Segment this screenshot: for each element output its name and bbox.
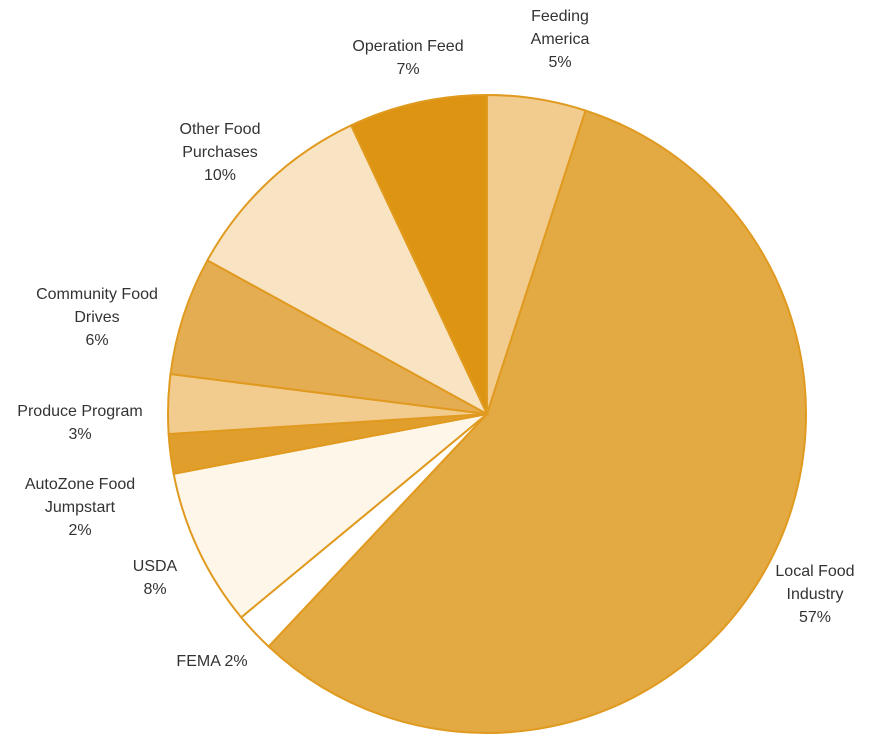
value-label: 6% <box>85 332 109 349</box>
slice-label: Local Food Industry 57% <box>765 560 865 629</box>
value-label: 8% <box>143 581 167 598</box>
value-label: 7% <box>396 61 420 78</box>
value-label: 2% <box>224 653 248 670</box>
slice-label: Community Food Drives 6% <box>27 283 167 352</box>
slice-label: FEMA 2% <box>152 650 272 673</box>
category-name: Local Food Industry <box>775 563 855 603</box>
category-name: Other Food Purchases <box>179 121 261 161</box>
slice-label: Produce Program 3% <box>0 400 163 446</box>
category-name: AutoZone Food Jumpstart <box>24 476 136 516</box>
slice-label: USDA 8% <box>125 555 185 601</box>
pie-slice <box>349 93 488 415</box>
category-name: Feeding America <box>530 8 590 48</box>
slice-label: Other Food Purchases 10% <box>165 118 275 187</box>
category-name: FEMA <box>176 653 220 670</box>
slice-label: Feeding America 5% <box>515 5 605 74</box>
pie-slice <box>169 258 488 415</box>
slice-label: AutoZone Food Jumpstart 2% <box>5 473 155 542</box>
value-label: 2% <box>68 522 92 539</box>
pie-slice <box>172 413 488 619</box>
value-label: 57% <box>798 609 832 626</box>
pie-slice <box>206 124 490 417</box>
category-name: Community Food Drives <box>36 286 158 326</box>
value-label: 10% <box>203 167 237 184</box>
pie-slice <box>267 109 807 734</box>
category-name: Produce Program <box>17 403 143 420</box>
value-label: 3% <box>68 426 92 443</box>
category-name: USDA <box>132 558 178 575</box>
value-label: 5% <box>548 54 572 71</box>
slice-label: Operation Feed 7% <box>333 35 483 81</box>
category-name: Operation Feed <box>352 38 464 55</box>
